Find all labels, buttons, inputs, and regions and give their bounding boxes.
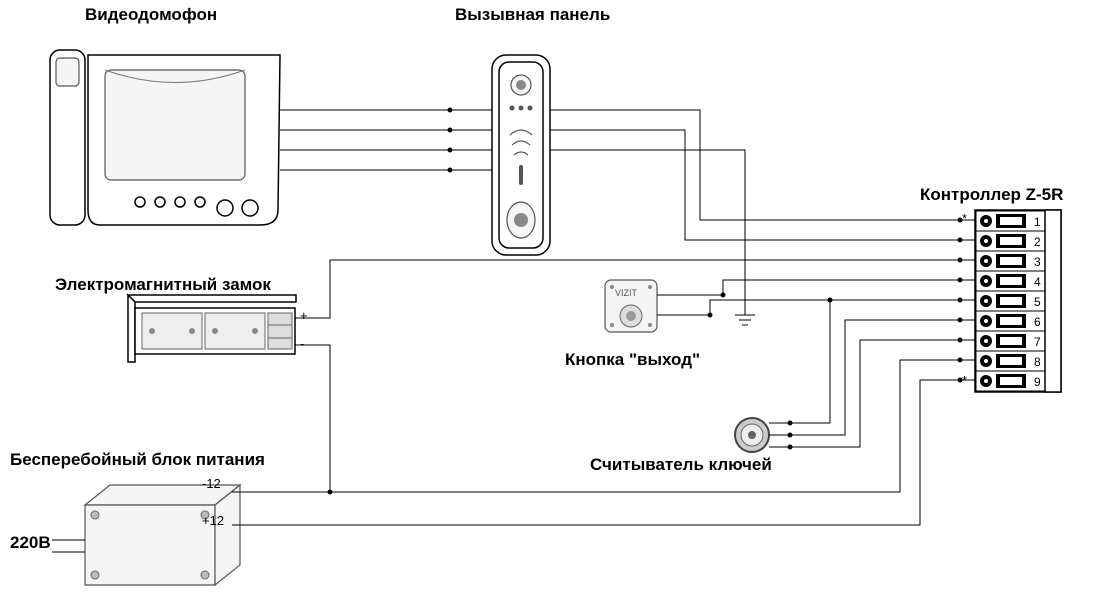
call-panel bbox=[492, 55, 550, 255]
terminal-5-num: 5 bbox=[1034, 295, 1041, 309]
label-em-lock: Электромагнитный замок bbox=[55, 275, 271, 294]
label-mains: 220В bbox=[10, 533, 51, 552]
label-key-reader: Считыватель ключей bbox=[590, 455, 772, 474]
terminal-6-num: 6 bbox=[1034, 315, 1041, 329]
terminal-9-num: 9 bbox=[1034, 375, 1041, 389]
ups-neg12: -12 bbox=[202, 476, 221, 491]
svg-text:VIZIT: VIZIT bbox=[615, 288, 638, 298]
video-intercom bbox=[50, 50, 280, 225]
terminal-4-num: 4 bbox=[1034, 275, 1041, 289]
ups-pos12: +12 bbox=[202, 513, 224, 528]
terminal-8-num: 8 bbox=[1034, 355, 1041, 369]
label-ups: Бесперебойный блок питания bbox=[10, 450, 265, 469]
controller: 1 2 3 4 bbox=[962, 210, 1061, 392]
em-lock bbox=[128, 295, 296, 362]
lock-minus: - bbox=[300, 336, 304, 351]
terminal-3-num: 3 bbox=[1034, 255, 1041, 269]
exit-button: VIZIT bbox=[605, 280, 657, 332]
terminal-2-num: 2 bbox=[1034, 235, 1041, 249]
star-top: * bbox=[962, 211, 967, 226]
label-exit-button: Кнопка "выход" bbox=[565, 350, 700, 369]
label-call-panel: Вызывная панель bbox=[455, 5, 610, 24]
label-video-intercom: Видеодомофон bbox=[85, 5, 217, 24]
lock-plus: + bbox=[300, 308, 308, 323]
label-controller: Контроллер Z-5R bbox=[920, 185, 1063, 204]
terminal-1-num: 1 bbox=[1034, 215, 1041, 229]
terminal-7-num: 7 bbox=[1034, 335, 1041, 349]
key-reader bbox=[735, 418, 769, 452]
